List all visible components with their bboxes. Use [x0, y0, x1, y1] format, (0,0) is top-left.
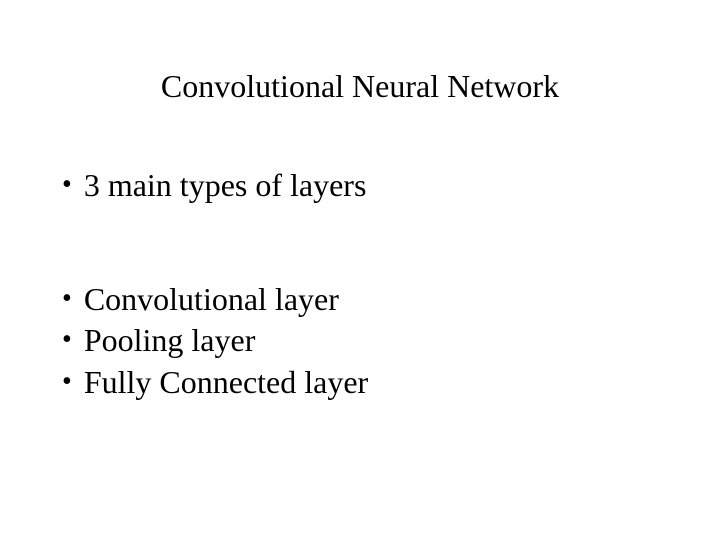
slide-content: • 3 main types of layers • Convolutional… — [0, 105, 720, 403]
bullet-text: Pooling layer — [84, 320, 256, 362]
bullet-icon: • — [62, 279, 72, 320]
list-item: • Convolutional layer — [62, 279, 720, 321]
list-item: • Fully Connected layer — [62, 362, 720, 404]
list-item: • 3 main types of layers — [62, 165, 720, 207]
list-item: • Pooling layer — [62, 320, 720, 362]
bullet-text: Convolutional layer — [84, 279, 339, 321]
bullet-icon: • — [62, 362, 72, 403]
slide: Convolutional Neural Network • 3 main ty… — [0, 0, 720, 540]
bullet-icon: • — [62, 320, 72, 361]
bullet-group-top: • 3 main types of layers — [62, 165, 720, 207]
bullet-group-bottom: • Convolutional layer • Pooling layer • … — [62, 279, 720, 404]
slide-title: Convolutional Neural Network — [0, 0, 720, 105]
bullet-icon: • — [62, 165, 72, 206]
bullet-text: Fully Connected layer — [84, 362, 368, 404]
bullet-text: 3 main types of layers — [84, 165, 367, 207]
